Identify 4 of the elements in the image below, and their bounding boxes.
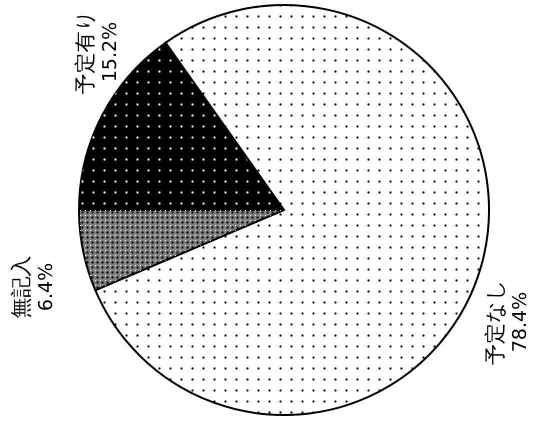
data-label: 78.4% bbox=[509, 292, 531, 352]
data-label: 6.4% bbox=[35, 262, 57, 312]
slice-label: 予定なし bbox=[483, 279, 507, 365]
slice-label: 無記入 bbox=[9, 256, 33, 318]
